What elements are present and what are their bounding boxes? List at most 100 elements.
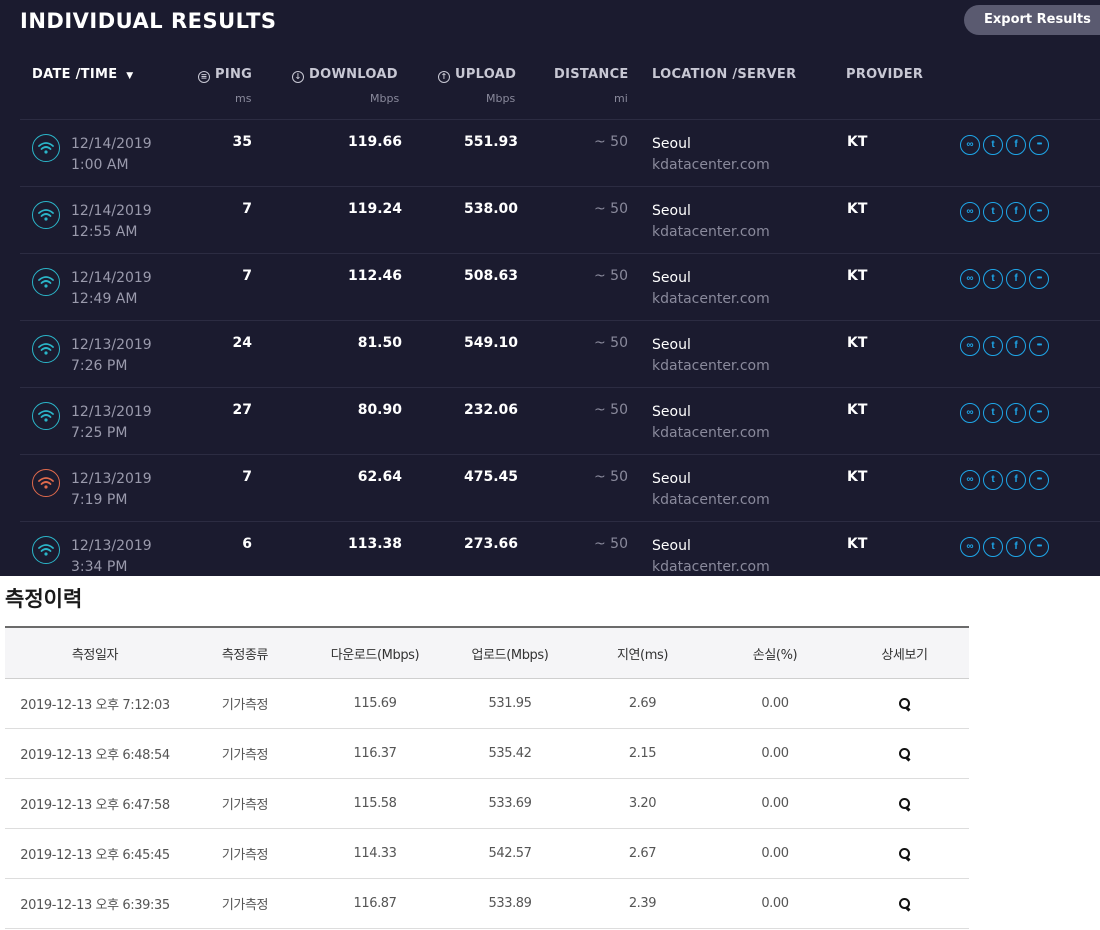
more-icon[interactable]: ••• bbox=[1029, 403, 1049, 423]
result-row[interactable]: 12/14/2019 1:00 AM 35 119.66 551.93 ~ 50 Seoul… bbox=[20, 119, 1100, 186]
result-time: 12:55 AM bbox=[71, 224, 138, 240]
magnifier-icon[interactable] bbox=[898, 847, 912, 861]
result-location-city: Seoul bbox=[652, 337, 691, 353]
magnifier-icon[interactable] bbox=[898, 697, 912, 711]
twitter-icon[interactable]: t bbox=[983, 135, 1003, 155]
wifi-icon bbox=[32, 134, 60, 162]
twitter-icon[interactable]: t bbox=[983, 269, 1003, 289]
more-icon[interactable]: ••• bbox=[1029, 135, 1049, 155]
result-actions: ∞ t f ••• bbox=[960, 403, 1052, 423]
result-date: 12/14/2019 bbox=[71, 203, 152, 219]
result-datetime: 12/14/2019 12:49 AM bbox=[71, 268, 152, 310]
link-icon[interactable]: ∞ bbox=[960, 202, 980, 222]
history-cell-download: 116.87 bbox=[353, 896, 397, 911]
result-date: 12/13/2019 bbox=[71, 404, 152, 420]
history-cell-type: 기가측정 bbox=[221, 698, 269, 713]
facebook-icon[interactable]: f bbox=[1006, 336, 1026, 356]
result-datetime: 12/14/2019 1:00 AM bbox=[71, 134, 152, 176]
history-cell-upload: 531.95 bbox=[488, 696, 532, 711]
facebook-icon[interactable]: f bbox=[1006, 537, 1026, 557]
export-results-button[interactable]: Export Results bbox=[964, 5, 1100, 35]
result-time: 7:19 PM bbox=[71, 492, 128, 508]
ping-header-label: PING bbox=[215, 67, 253, 82]
facebook-icon[interactable]: f bbox=[1006, 403, 1026, 423]
column-header-datetime[interactable]: DATE /TIME ▼ bbox=[32, 67, 133, 82]
more-icon[interactable]: ••• bbox=[1029, 537, 1049, 557]
result-location-city: Seoul bbox=[652, 203, 691, 219]
result-distance: ~ 50 bbox=[594, 134, 628, 150]
history-cell-loss: 0.00 bbox=[761, 746, 789, 761]
more-icon[interactable]: ••• bbox=[1029, 269, 1049, 289]
history-cell-loss: 0.00 bbox=[761, 896, 789, 911]
history-cell-detail bbox=[840, 679, 969, 728]
link-icon[interactable]: ∞ bbox=[960, 269, 980, 289]
facebook-icon[interactable]: f bbox=[1006, 135, 1026, 155]
twitter-icon[interactable]: t bbox=[983, 537, 1003, 557]
result-server: kdatacenter.com bbox=[652, 224, 770, 240]
twitter-icon[interactable]: t bbox=[983, 403, 1003, 423]
result-server: kdatacenter.com bbox=[652, 291, 770, 307]
history-row: 2019-12-13 오후 6:48:54 기가측정 116.37 535.42 2.1… bbox=[5, 729, 969, 779]
more-icon[interactable]: ••• bbox=[1029, 336, 1049, 356]
column-header-download[interactable]: ↓ DOWNLOAD bbox=[292, 67, 398, 83]
result-download: 62.64 bbox=[357, 469, 402, 485]
history-cell-upload: 533.89 bbox=[488, 896, 532, 911]
result-server: kdatacenter.com bbox=[652, 559, 770, 575]
link-icon[interactable]: ∞ bbox=[960, 135, 980, 155]
history-cell-loss: 0.00 bbox=[761, 846, 789, 861]
result-provider: KT bbox=[847, 134, 868, 150]
history-cell-date: 2019-12-13 오후 6:48:54 bbox=[20, 748, 170, 763]
result-ping: 6 bbox=[242, 536, 252, 552]
result-datetime: 12/14/2019 12:55 AM bbox=[71, 201, 152, 243]
result-row[interactable]: 12/13/2019 7:26 PM 24 81.50 549.10 ~ 50 Seoul k… bbox=[20, 320, 1100, 387]
link-icon[interactable]: ∞ bbox=[960, 470, 980, 490]
result-location: Seoul kdatacenter.com bbox=[652, 402, 770, 444]
wifi-icon bbox=[32, 335, 60, 363]
column-header-distance[interactable]: DISTANCE bbox=[554, 67, 629, 82]
history-cell-download: 116.37 bbox=[353, 746, 397, 761]
link-icon[interactable]: ∞ bbox=[960, 537, 980, 557]
result-datetime: 12/13/2019 7:26 PM bbox=[71, 335, 152, 377]
history-cell-download: 115.69 bbox=[353, 696, 397, 711]
result-row[interactable]: 12/13/2019 3:34 PM 6 113.38 273.66 ~ 50 Seoul k… bbox=[20, 521, 1100, 576]
result-row[interactable]: 12/13/2019 7:19 PM 7 62.64 475.45 ~ 50 Seoul kd… bbox=[20, 454, 1100, 521]
twitter-icon[interactable]: t bbox=[983, 336, 1003, 356]
twitter-icon[interactable]: t bbox=[983, 470, 1003, 490]
column-header-upload[interactable]: ↑ UPLOAD bbox=[438, 67, 516, 83]
column-header-ping[interactable]: ≡ PING bbox=[198, 67, 252, 83]
facebook-icon[interactable]: f bbox=[1006, 470, 1026, 490]
result-download: 80.90 bbox=[357, 402, 402, 418]
more-icon[interactable]: ••• bbox=[1029, 202, 1049, 222]
column-header-location[interactable]: LOCATION /SERVER bbox=[652, 67, 797, 82]
distance-unit: mi bbox=[614, 92, 628, 105]
history-cell-date: 2019-12-13 오후 6:39:35 bbox=[20, 898, 170, 913]
result-distance: ~ 50 bbox=[594, 536, 628, 552]
more-icon[interactable]: ••• bbox=[1029, 470, 1049, 490]
result-location-city: Seoul bbox=[652, 270, 691, 286]
history-cell-latency: 2.15 bbox=[628, 746, 657, 761]
column-header-provider[interactable]: PROVIDER bbox=[846, 67, 924, 82]
link-icon[interactable]: ∞ bbox=[960, 336, 980, 356]
result-date: 12/13/2019 bbox=[71, 538, 152, 554]
twitter-icon[interactable]: t bbox=[983, 202, 1003, 222]
history-cell-detail bbox=[840, 829, 969, 878]
result-row[interactable]: 12/13/2019 7:25 PM 27 80.90 232.06 ~ 50 Seoul k… bbox=[20, 387, 1100, 454]
result-date: 12/14/2019 bbox=[71, 270, 152, 286]
magnifier-icon[interactable] bbox=[898, 797, 912, 811]
result-location: Seoul kdatacenter.com bbox=[652, 268, 770, 310]
history-cell-latency: 2.39 bbox=[628, 896, 657, 911]
history-cell-download: 114.33 bbox=[353, 846, 397, 861]
facebook-icon[interactable]: f bbox=[1006, 202, 1026, 222]
magnifier-icon[interactable] bbox=[898, 897, 912, 911]
download-icon: ↓ bbox=[292, 71, 304, 83]
magnifier-icon[interactable] bbox=[898, 747, 912, 761]
result-row[interactable]: 12/14/2019 12:55 AM 7 119.24 538.00 ~ 50 Seoul… bbox=[20, 186, 1100, 253]
download-unit: Mbps bbox=[370, 92, 400, 105]
link-icon[interactable]: ∞ bbox=[960, 403, 980, 423]
ping-icon: ≡ bbox=[198, 71, 210, 83]
result-provider: KT bbox=[847, 335, 868, 351]
history-cell-detail bbox=[840, 879, 969, 928]
sort-down-icon: ▼ bbox=[126, 71, 134, 81]
result-row[interactable]: 12/14/2019 12:49 AM 7 112.46 508.63 ~ 50 Seoul… bbox=[20, 253, 1100, 320]
facebook-icon[interactable]: f bbox=[1006, 269, 1026, 289]
